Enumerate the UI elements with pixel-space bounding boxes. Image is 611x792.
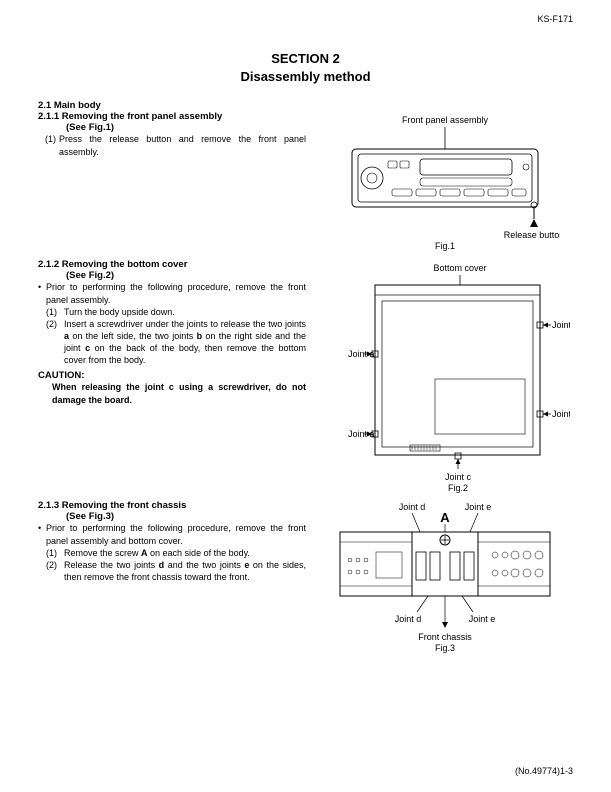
section-title: SECTION 2 Disassembly method bbox=[38, 50, 573, 86]
section-2-1-2: 2.1.2 Removing the bottom cover (See Fig… bbox=[38, 259, 573, 494]
header-code: KS-F171 bbox=[537, 14, 573, 24]
fig1-label-panel: Front panel assembly bbox=[401, 115, 488, 125]
fig3-je-bot: Joint e bbox=[468, 614, 495, 624]
item-text: Remove the screw A on each side of the b… bbox=[64, 547, 250, 559]
see-fig2: (See Fig.2) bbox=[66, 270, 306, 281]
fig3-chassis: Front chassis bbox=[418, 632, 472, 642]
fig1-caption: Fig.1 bbox=[434, 241, 454, 251]
content: 2.1 Main body 2.1.1 Removing the front p… bbox=[38, 100, 573, 660]
fig1-label-button: Release button bbox=[503, 230, 559, 240]
section-subtitle: Disassembly method bbox=[240, 69, 370, 84]
section-2-1-1: 2.1.1 Removing the front panel assembly … bbox=[38, 111, 573, 251]
figure-3: Joint d Joint e A bbox=[316, 500, 573, 660]
item-num: (1) bbox=[46, 547, 64, 559]
fig3-jd-bot: Joint d bbox=[394, 614, 421, 624]
fig1-svg: Front panel assembly bbox=[330, 111, 560, 251]
bullet-text: Prior to performing the following proced… bbox=[46, 522, 306, 546]
item-num: (1) bbox=[46, 306, 64, 318]
figure-2: Bottom cover bbox=[316, 259, 573, 494]
fig3-jd-top: Joint d bbox=[398, 502, 425, 512]
item-text: Release the two joints d and the two joi… bbox=[64, 559, 306, 583]
heading-2-1: 2.1 Main body bbox=[38, 100, 573, 111]
fig2-ja2: Joint a bbox=[348, 429, 375, 439]
text-2-1-2: 2.1.2 Removing the bottom cover (See Fig… bbox=[38, 259, 316, 405]
heading-2-1-3: 2.1.3 Removing the front chassis bbox=[38, 500, 306, 511]
item-num: (2) bbox=[46, 318, 64, 367]
text-2-1-1: 2.1.1 Removing the front panel assembly … bbox=[38, 111, 316, 157]
fig2-caption: Fig.2 bbox=[447, 483, 467, 493]
fig3-je-top: Joint e bbox=[464, 502, 491, 512]
fig3-A: A bbox=[440, 510, 450, 525]
see-fig3: (See Fig.3) bbox=[66, 511, 306, 522]
item-text: Press the release button and remove the … bbox=[59, 133, 306, 157]
fig2-jc: Joint c bbox=[444, 472, 471, 482]
caution-label: CAUTION: bbox=[38, 370, 306, 381]
text-2-1-3: 2.1.3 Removing the front chassis (See Fi… bbox=[38, 500, 316, 583]
fig2-svg: Bottom cover bbox=[320, 259, 570, 494]
item-text: Insert a screwdriver under the joints to… bbox=[64, 318, 306, 367]
heading-2-1-1: 2.1.1 Removing the front panel assembly bbox=[38, 111, 306, 122]
item-num: (2) bbox=[46, 559, 64, 583]
figure-1: Front panel assembly bbox=[316, 111, 573, 251]
fig3-caption: Fig.3 bbox=[434, 643, 454, 653]
item-text: Turn the body upside down. bbox=[64, 306, 175, 318]
see-fig1: (See Fig.1) bbox=[66, 122, 306, 133]
fig2-ja1: Joint a bbox=[348, 349, 375, 359]
heading-2-1-2: 2.1.2 Removing the bottom cover bbox=[38, 259, 306, 270]
fig2-jb2: Joint b bbox=[552, 409, 570, 419]
section-number: SECTION 2 bbox=[271, 51, 340, 66]
item-num: (1) bbox=[38, 133, 59, 157]
footer-pagenum: (No.49774)1-3 bbox=[515, 766, 573, 776]
bullet-text: Prior to performing the following proced… bbox=[46, 281, 306, 305]
caution-text: When releasing the joint c using a screw… bbox=[52, 381, 306, 405]
fig3-svg: Joint d Joint e A bbox=[320, 500, 570, 660]
section-2-1-3: 2.1.3 Removing the front chassis (See Fi… bbox=[38, 500, 573, 660]
fig2-jb1: Joint b bbox=[552, 320, 570, 330]
fig2-label-cover: Bottom cover bbox=[433, 263, 486, 273]
page: KS-F171 SECTION 2 Disassembly method 2.1… bbox=[0, 0, 611, 792]
